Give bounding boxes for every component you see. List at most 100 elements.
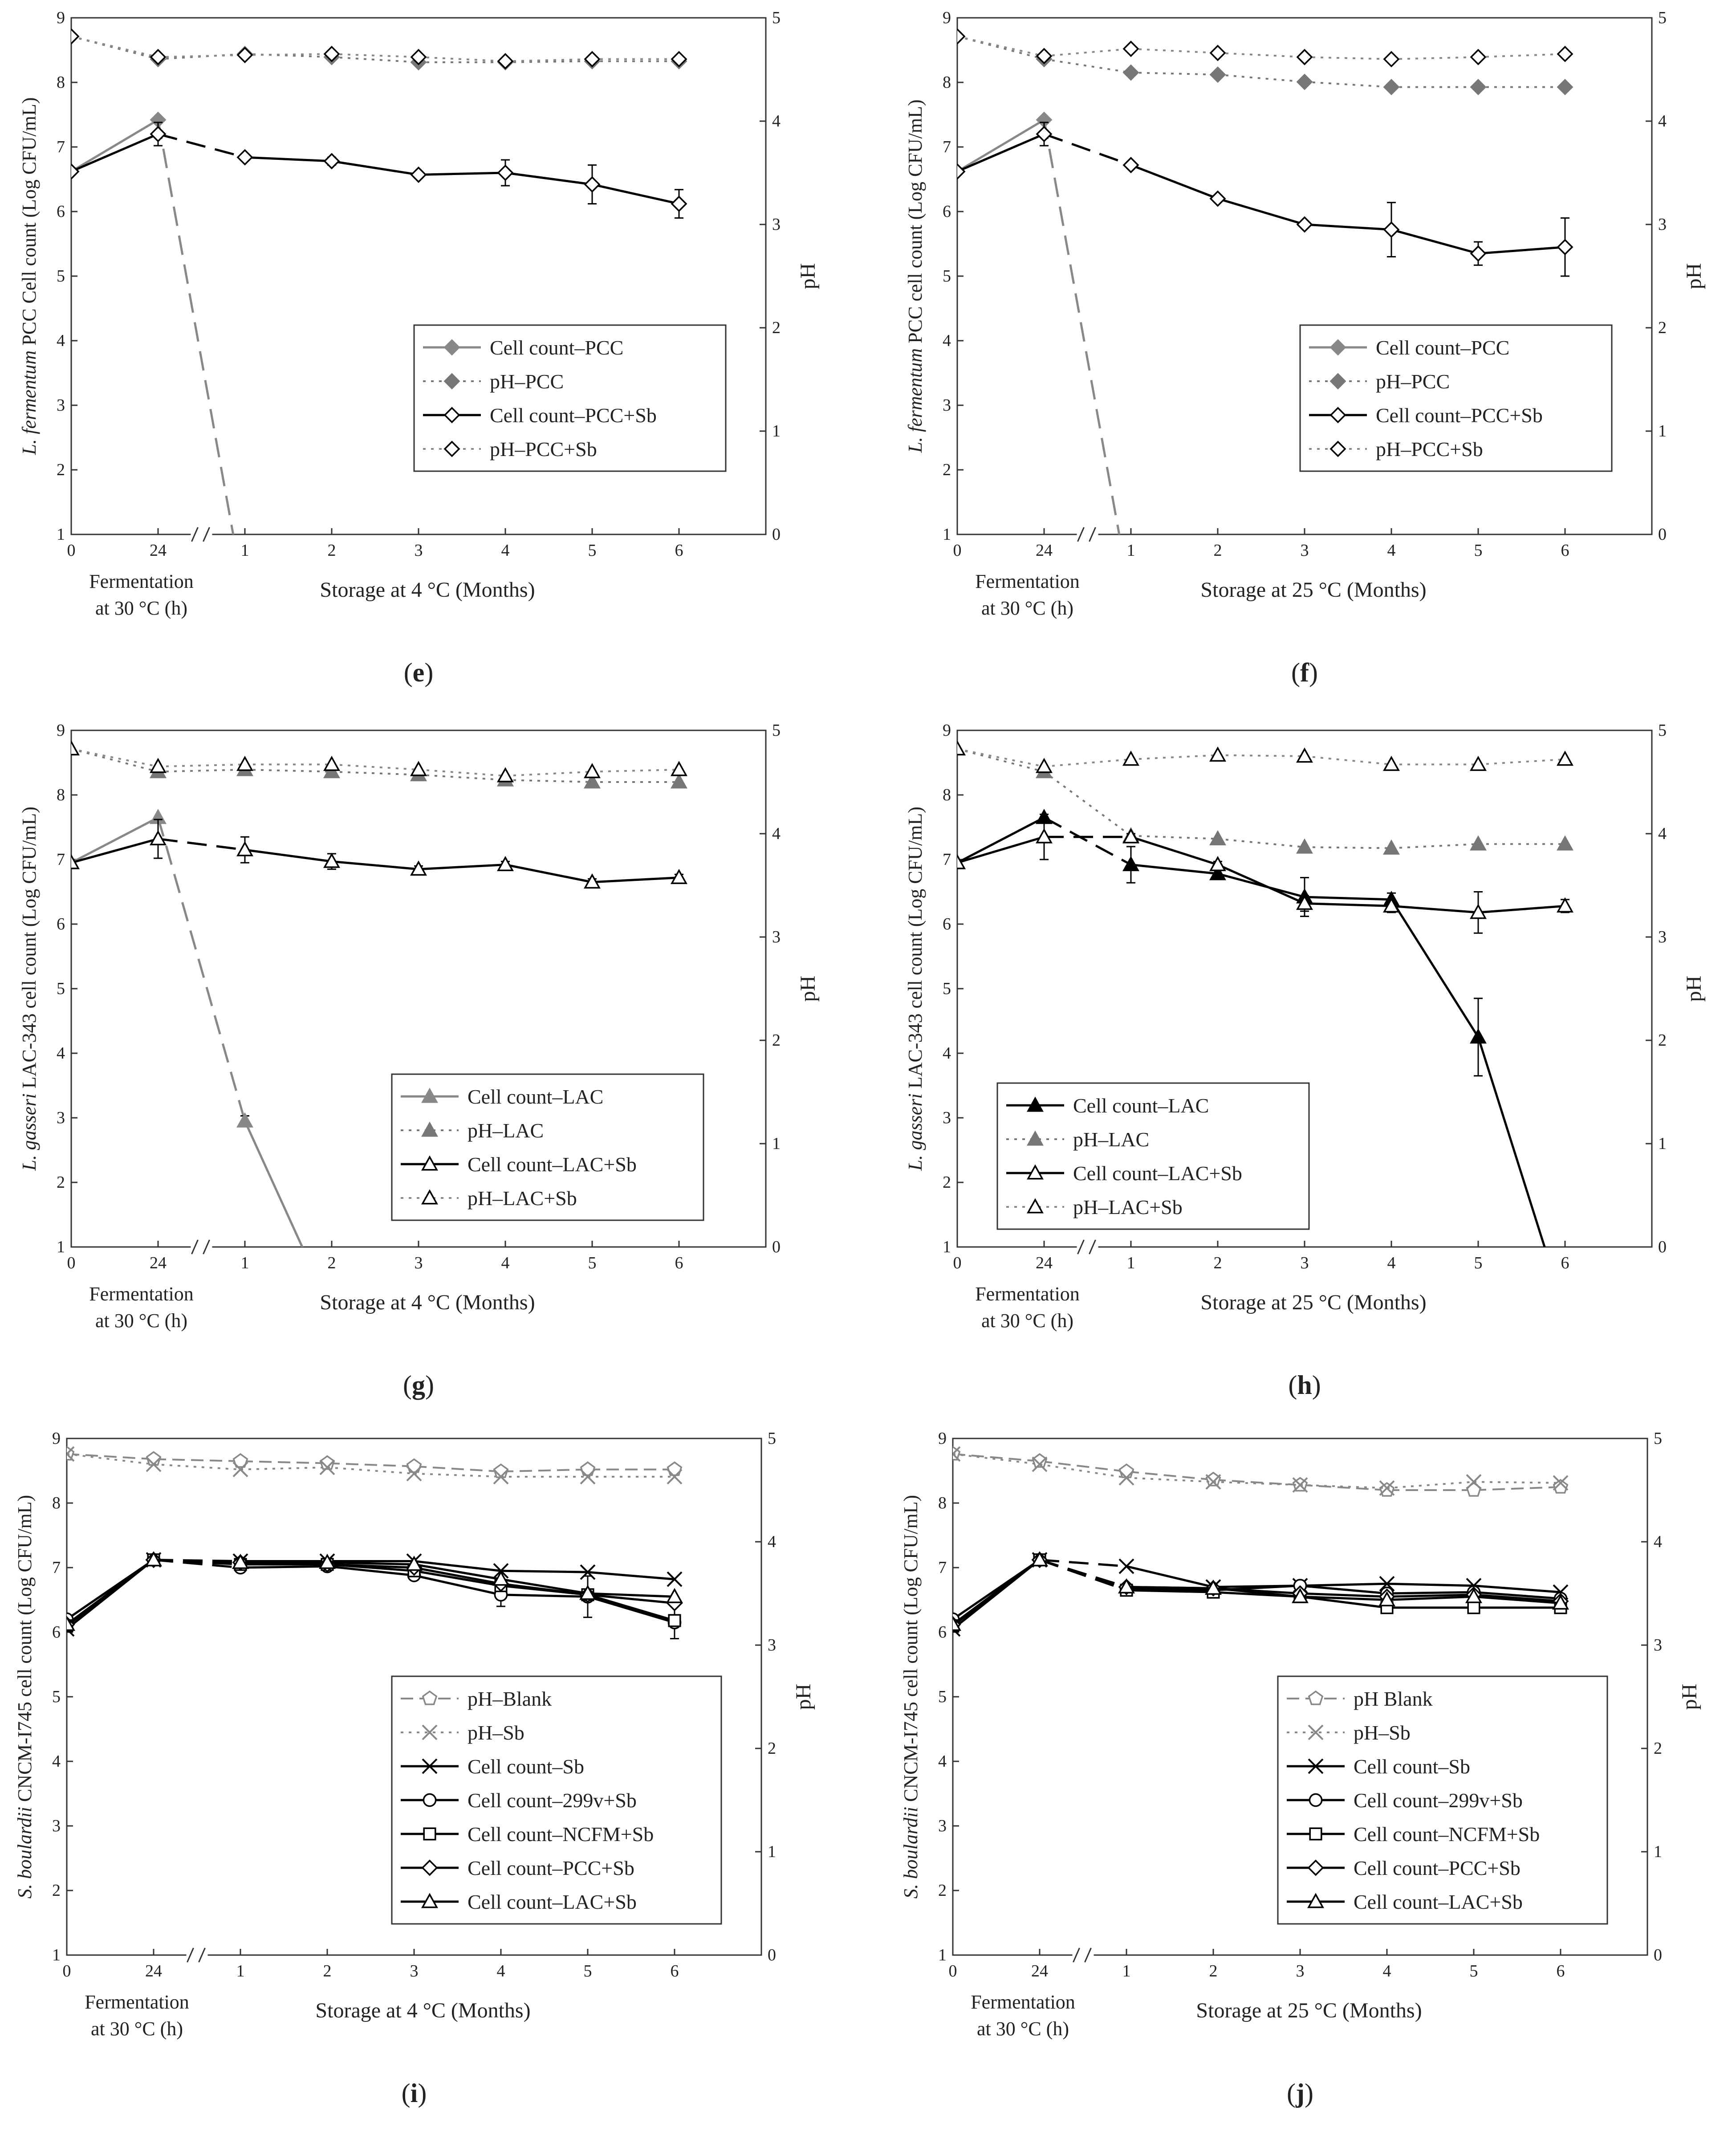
data-point [1118, 1470, 1134, 1486]
y-axis-label-species: L. fermentum [18, 350, 40, 456]
legend: Cell count–LAC pH–LAC Cell count–LAC+Sb pH–… [391, 1073, 704, 1221]
y-tick-label-left: 7 [57, 850, 65, 869]
x-stroke [406, 1466, 422, 1482]
panel-label-paren: ) [425, 1370, 434, 1400]
series-line [244, 1120, 304, 1247]
data-point [67, 1615, 75, 1631]
series-line [240, 1565, 328, 1569]
axis-break-mark [203, 527, 210, 542]
series-Cell count–PCC+Sb [957, 122, 1573, 277]
series-line [1478, 904, 1565, 914]
data-point [1296, 747, 1313, 763]
legend-swatch-marker [1308, 1724, 1324, 1740]
x-tick-label: 4 [1387, 541, 1396, 560]
series-line [1304, 56, 1392, 60]
series-line [244, 156, 332, 163]
series-line [244, 53, 332, 56]
series-line [1130, 48, 1218, 54]
data-point [1209, 746, 1226, 762]
y-axis-label-species: L. gasseri [18, 1093, 40, 1171]
data-point [1470, 1028, 1487, 1044]
y-tick-label-left: 8 [943, 786, 951, 804]
y-tick-label-left: 5 [943, 979, 951, 998]
data-point [1122, 856, 1139, 872]
x-label-fermentation: Fermentation [89, 570, 194, 592]
panel-label: (g) [403, 1370, 434, 1400]
legend-swatch-marker [421, 1088, 438, 1103]
y-tick-label-right: 5 [1658, 8, 1667, 27]
axis-break-mark [1073, 1947, 1080, 1963]
series-line [158, 133, 245, 159]
series-line [1478, 246, 1565, 255]
axis-break-mark [1084, 1947, 1092, 1963]
panel-label-paren: ( [1288, 1370, 1297, 1400]
data-point [497, 53, 514, 69]
data-point [1383, 221, 1400, 238]
series-line [1304, 755, 1392, 766]
y-tick-label-left: 2 [943, 460, 951, 479]
data-point [1036, 828, 1053, 843]
series-line [953, 1453, 1040, 1463]
panel-label-paren: ( [404, 658, 413, 687]
data-point [1296, 49, 1313, 65]
legend-swatch-marker [1307, 1893, 1324, 1908]
legend-swatch-marker [1027, 1198, 1044, 1214]
series-line [1304, 902, 1392, 907]
series-line [414, 1563, 501, 1581]
y-axis-label-text: LAC-343 cell count (Log CFU/mL) [18, 807, 40, 1093]
x-stroke [1308, 1758, 1324, 1774]
y-tick-label-right: 1 [768, 1842, 776, 1861]
x-tick-label: 1 [241, 541, 249, 560]
x-tick-label: 5 [588, 1254, 597, 1272]
panel-label-letter: g [412, 1370, 425, 1400]
legend-swatch-marker [421, 1859, 438, 1876]
series-line [153, 1559, 241, 1564]
series-line [1473, 1593, 1561, 1602]
legend-entry: Cell count–NCFM+Sb [468, 1823, 654, 1846]
series-line [1217, 73, 1305, 83]
legend-swatch-marker [421, 1155, 438, 1171]
x-label-fermentation: Fermentation [89, 1283, 194, 1305]
series-line [1304, 223, 1392, 231]
series-line [1473, 1591, 1561, 1600]
data-point [150, 126, 167, 143]
x-stroke [1466, 1474, 1482, 1490]
data-point [319, 1459, 335, 1475]
data-point [1292, 1477, 1308, 1493]
data-point [671, 51, 687, 68]
series-line [1304, 846, 1392, 849]
data-point [1383, 897, 1400, 913]
series-pH–PCC+Sb [957, 28, 1573, 68]
series-line [1300, 1582, 1387, 1587]
series-line [153, 1463, 241, 1471]
axis-break-mark [191, 1239, 199, 1255]
legend-swatch-marker [1329, 407, 1346, 424]
series-line [67, 1453, 154, 1460]
x-tick-label: 2 [323, 1962, 332, 1980]
data-point [71, 28, 80, 45]
x-tick-label: 1 [1122, 1962, 1131, 1980]
data-point [1118, 1578, 1135, 1594]
series-line [1043, 816, 1132, 866]
data-point [580, 1469, 596, 1485]
data-point [150, 758, 167, 773]
series-line [67, 1453, 154, 1465]
y-tick-label-left: 5 [943, 267, 951, 285]
legend-entry: Cell count–PCC+Sb [1354, 1857, 1521, 1879]
legend-entry: Cell count–LAC+Sb [468, 1153, 637, 1176]
data-point [1557, 78, 1573, 95]
y-tick-label-left: 2 [57, 460, 65, 479]
panel-label-paren: ) [1309, 658, 1318, 687]
y-tick-label-left: 9 [943, 8, 951, 27]
series-line [592, 876, 679, 884]
legend-swatch-marker [422, 1724, 438, 1740]
legend-swatch-marker [422, 1758, 438, 1774]
series-line [71, 816, 159, 864]
x-stroke [580, 1469, 596, 1485]
series-pH–LAC+Sb [957, 740, 1573, 773]
panel-label-paren: ( [403, 1370, 412, 1400]
legend-entry: Cell count–299v+Sb [1354, 1789, 1523, 1812]
series-line [1386, 1582, 1474, 1587]
series-Cell count–LAC [957, 809, 1546, 1247]
series-line [331, 770, 419, 776]
